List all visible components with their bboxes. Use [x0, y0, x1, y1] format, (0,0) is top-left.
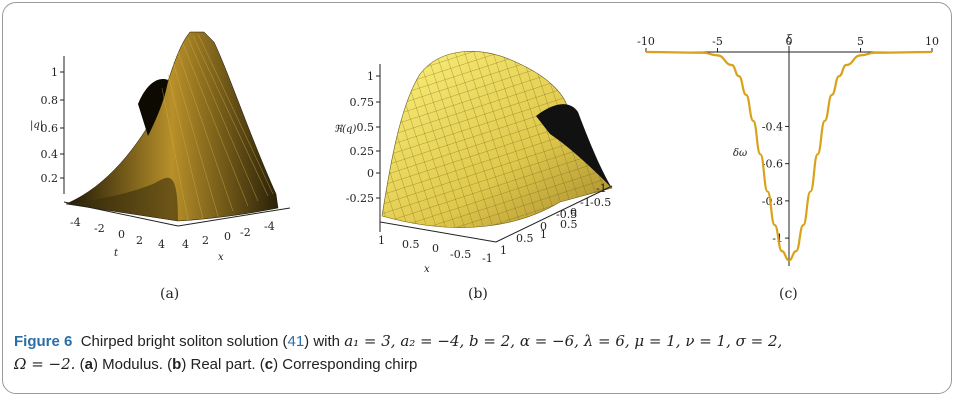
side-tick: 0.5 — [516, 232, 534, 245]
panel-b-side-ticks: 1 0.5 0 -0.5 -1 — [500, 196, 591, 257]
caption-parameters-2: Ω = −2. — [14, 355, 76, 373]
caption-parameters: a₁ = 3, a₂ = −4, b = 2, α = −6, λ = 6, μ… — [344, 332, 783, 350]
caption-text: ) with — [304, 333, 345, 350]
side-tick: 1 — [500, 244, 507, 257]
t-tick: 2 — [136, 234, 143, 247]
caption-part-a: Modulus. — [102, 356, 163, 373]
y-tick-label: -0.4 — [762, 120, 783, 133]
panel-b-sublabel: (b) — [468, 286, 488, 302]
t-tick: 0 — [118, 228, 125, 241]
x-tick-label: 0 — [786, 35, 793, 48]
t-tick: -2 — [94, 222, 105, 235]
caption-figure-label: Figure 6 — [14, 333, 73, 350]
back-tick: -0.5 — [590, 196, 611, 209]
side-tick: 0 — [540, 220, 547, 233]
y-tick-label: -0.6 — [762, 158, 783, 171]
x-tick-label: -5 — [712, 35, 723, 48]
front-tick: -1 — [482, 252, 493, 265]
z-tick: 0.2 — [41, 172, 59, 185]
z-tick: 1 — [367, 70, 374, 83]
z-tick: 0.4 — [41, 148, 59, 161]
panel-a-x-ticks: 4 2 0 -2 -4 — [182, 220, 275, 251]
back-tick: 1 — [540, 228, 547, 241]
z-tick: 0.6 — [41, 122, 59, 135]
back-tick: 0 — [570, 206, 577, 219]
x-tick: 4 — [182, 238, 189, 251]
caption-part-b: Real part. — [190, 356, 256, 373]
front-tick: 1 — [378, 234, 385, 247]
x-tick-label: -10 — [637, 35, 655, 48]
panel-a-t-label: t — [114, 248, 119, 259]
panel-a-z-label: |q| — [30, 120, 43, 131]
x-tick: 0 — [224, 230, 231, 243]
t-tick: 4 — [158, 238, 165, 251]
front-tick: 0.5 — [402, 238, 420, 251]
panel-b-back-ticks: -1 -0.5 0 0.5 1 — [540, 182, 611, 241]
panel-b-real-part-plot: 1 0.75 0.5 0.25 0 -0.25 ℜ(q) 1 0.5 0 -0.… — [320, 16, 620, 278]
panel-a-t-ticks: -4 -2 0 2 4 — [70, 216, 165, 251]
z-tick: 0.8 — [41, 94, 59, 107]
x-tick: -2 — [240, 226, 251, 239]
panel-a-x-label: x — [218, 252, 224, 263]
side-tick: -0.5 — [556, 208, 577, 221]
z-tick: 0.25 — [350, 145, 375, 158]
panel-b-x-label: x — [424, 264, 430, 275]
caption-part-key: c — [264, 356, 274, 373]
panel-a-sublabel: (a) — [160, 286, 180, 302]
front-tick: -0.5 — [450, 248, 471, 261]
panel-a-modulus-plot: 1 0.8 0.6 0.4 0.2 |q| -4 -2 0 2 4 t — [18, 16, 310, 278]
x-tick-label: 5 — [857, 35, 864, 48]
z-tick: 1 — [51, 66, 58, 79]
z-tick: 0.75 — [350, 96, 375, 109]
t-tick: -4 — [70, 216, 81, 229]
x-tick: -4 — [264, 220, 275, 233]
side-tick: -1 — [580, 196, 591, 209]
caption-text: Chirped bright soliton solution ( — [80, 333, 288, 350]
figure-caption: Figure 6 Chirped bright soliton solution… — [14, 332, 783, 373]
y-tick-label: -0.8 — [762, 195, 783, 208]
panel-b-z-label: ℜ(q) — [334, 124, 356, 135]
z-tick: -0.25 — [346, 192, 374, 205]
z-tick: 0.5 — [357, 121, 375, 134]
back-tick: 0.5 — [560, 218, 578, 231]
z-tick: 0 — [367, 167, 374, 180]
panel-b-front-ticks: 1 0.5 0 -0.5 -1 — [378, 234, 493, 265]
y-axis-label: δω — [733, 148, 747, 159]
x-axis-label: ξ — [786, 34, 792, 45]
panel-c-chirp-chart: -10 -5 0 5 10 -0.4 -0.6 -0.8 -1 ξ δω — [628, 16, 946, 278]
panel-a-z-ticks: 1 0.8 0.6 0.4 0.2 — [41, 66, 64, 185]
panel-c-sublabel: (c) — [779, 286, 798, 302]
caption-part-c: Corresponding chirp — [282, 356, 418, 373]
panel-b-z-ticks: 1 0.75 0.5 0.25 0 -0.25 — [346, 70, 380, 205]
x-tick: 2 — [202, 234, 209, 247]
chirp-curve — [645, 50, 933, 262]
front-tick: 0 — [432, 242, 439, 255]
back-tick: -1 — [596, 182, 607, 195]
caption-part-key: a — [84, 356, 93, 373]
caption-part-key: b — [172, 356, 182, 373]
caption-equation-link[interactable]: 41 — [287, 333, 305, 350]
x-tick-label: 10 — [925, 35, 939, 48]
